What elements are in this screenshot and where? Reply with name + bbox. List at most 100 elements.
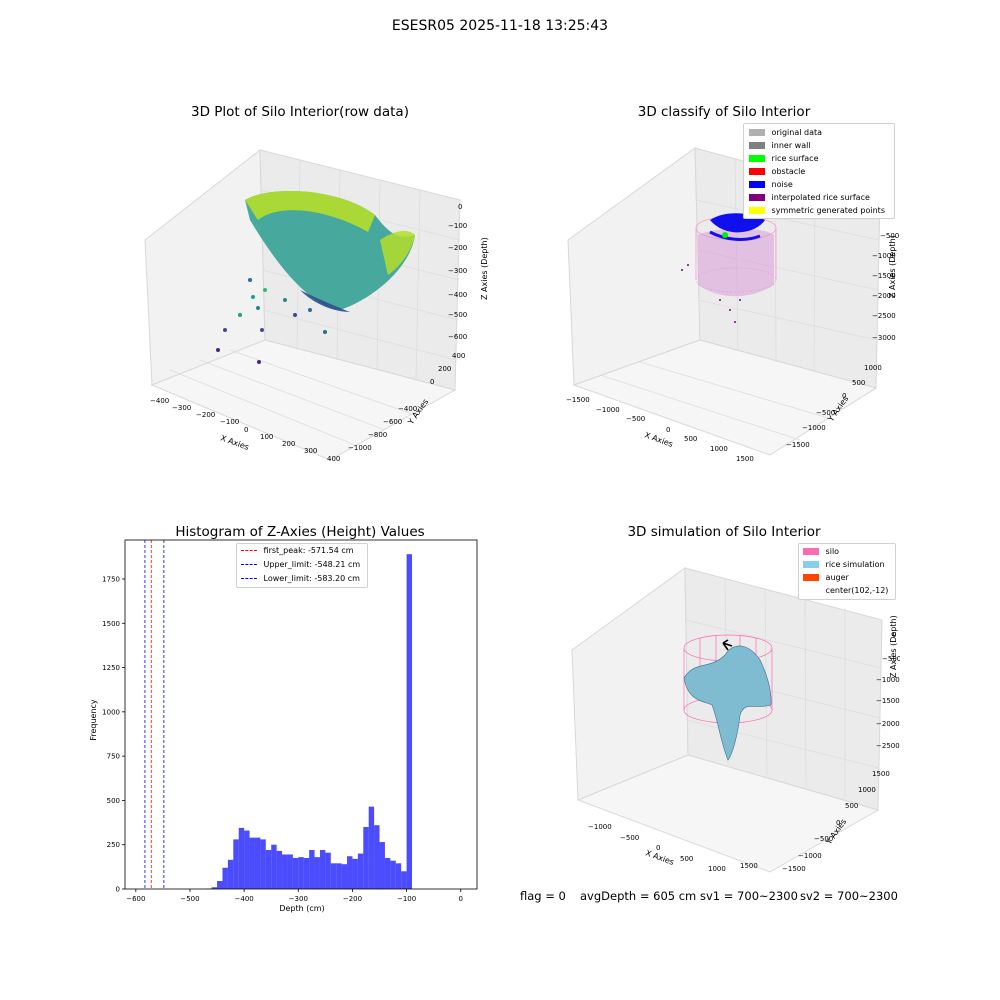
histogram-bar — [282, 854, 288, 889]
classify-legend-item: obstacle — [749, 167, 805, 176]
raw-ytick: −400 — [398, 405, 417, 413]
legend-swatch-rice-simulation — [803, 561, 819, 568]
histogram-bar — [276, 850, 283, 889]
histogram-xtick-label: −500 — [180, 895, 199, 903]
simulation-legend: silo rice simulation auger center(102,-1… — [798, 543, 896, 600]
simulation-xticks: −1000 −500 0 500 1000 1500 — [588, 823, 758, 873]
simulation-legend-item: silo — [803, 547, 839, 556]
histogram-bar — [222, 867, 228, 889]
histogram-ytick-label: 250 — [107, 841, 120, 849]
classify-ytick: −1500 — [786, 441, 810, 449]
simulation-ytick: −1000 — [798, 852, 822, 860]
simulation-xtick: 0 — [656, 844, 660, 852]
classify-ztick: −1500 — [872, 272, 896, 280]
classify-3d-plot: −1500 −1000 −500 0 500 1000 1500 X Axies… — [566, 147, 899, 463]
histogram-legend: first_peak: -571.54 cm Upper_limit: -548… — [236, 543, 368, 588]
histogram-xtick-label: 0 — [459, 895, 463, 903]
histogram-bar — [374, 825, 380, 889]
raw-ytick: 0 — [430, 378, 434, 386]
histogram-xtick-label: −100 — [397, 895, 416, 903]
status-sv2: sv2 = 700~2300 — [800, 889, 898, 903]
status-sv1: sv1 = 700~2300 — [700, 889, 798, 903]
legend-swatch-interpolated — [749, 194, 765, 201]
histogram-bar — [319, 850, 326, 889]
raw-outlier-points — [216, 278, 327, 364]
status-avg-depth: avgDepth = 605 cm — [580, 889, 697, 903]
classify-zlabel: Z Axies (Depth) — [888, 235, 897, 298]
raw-ztick: −200 — [448, 244, 467, 252]
raw-ytick: 200 — [438, 365, 451, 373]
classify-legend-item: rice surface — [749, 154, 819, 163]
histogram-ylabel: Frequency — [89, 699, 98, 741]
interpolated-surface-points — [698, 228, 774, 297]
classify-legend: original data inner wall rice surface ob… — [743, 123, 895, 219]
classify-legend-item: noise — [749, 180, 793, 189]
legend-line-lower-limit — [241, 578, 257, 579]
classify-xtick: 0 — [666, 426, 670, 434]
histogram-bar — [217, 881, 223, 889]
legend-line-upper-limit — [241, 564, 257, 565]
histogram-bar — [368, 806, 375, 889]
raw-ytick: −600 — [383, 418, 402, 426]
legend-swatch-original-data — [749, 129, 765, 136]
histogram-axes-frame — [124, 539, 478, 890]
histogram-bar — [314, 857, 320, 889]
classify-ytick: −500 — [816, 409, 835, 417]
classify-legend-label: obstacle — [771, 167, 806, 176]
classify-legend-label: inner wall — [771, 141, 811, 150]
histogram-bar — [352, 858, 358, 889]
histogram-bar — [265, 850, 272, 889]
classify-legend-item: inner wall — [749, 141, 811, 150]
classify-xticks: −1500 −1000 −500 0 500 1000 1500 — [566, 396, 754, 463]
raw-surface-cloud-upper — [245, 191, 375, 232]
histogram-ytick-label: 1500 — [102, 620, 120, 628]
histogram-bar — [406, 554, 413, 889]
raw-xtick: −200 — [196, 411, 215, 419]
legend-line-first-peak — [241, 550, 257, 551]
histogram-bar — [395, 863, 402, 889]
raw-xtick: −400 — [150, 397, 169, 405]
histogram-bar — [357, 853, 364, 889]
classify-ztick: −2500 — [872, 312, 896, 320]
histogram-bar — [260, 839, 266, 889]
legend-swatch-obstacle — [749, 168, 765, 175]
histogram-reference-lines — [144, 540, 165, 889]
histogram-bar — [249, 837, 255, 889]
classify-legend-item: symmetric generated points — [749, 206, 885, 215]
classify-ztick: −3000 — [872, 334, 896, 342]
histogram-bar — [379, 842, 385, 889]
simulation-ztick: −2000 — [876, 720, 900, 728]
simulation-legend-item: rice simulation — [803, 560, 885, 569]
raw-ztick: −400 — [448, 291, 467, 299]
histogram-bar — [238, 827, 245, 889]
histogram-bar — [336, 863, 342, 889]
classify-plot-title: 3D classify of Silo Interior — [637, 104, 811, 120]
simulation-3d-plot: −1000 −500 0 500 1000 1500 X Axies 1500 … — [571, 567, 900, 873]
simulation-ztick: 0 — [892, 631, 896, 639]
histogram-xlabel: Depth (cm) — [279, 904, 324, 913]
raw-ytick: 400 — [452, 352, 465, 360]
raw-xtick: 200 — [282, 440, 295, 448]
simulation-ytick: −500 — [814, 835, 833, 843]
classify-ytick: 500 — [852, 379, 865, 387]
simulation-ytick: 1500 — [872, 770, 890, 778]
classify-ztick: −1000 — [872, 252, 896, 260]
histogram-ytick-label: 0 — [116, 886, 120, 894]
classify-zticks: −500 −1000 −1500 −2000 −2500 −3000 — [872, 232, 899, 342]
histogram-x-ticks: −600 −500 −400 −300 −200 −100 0 — [126, 889, 463, 903]
classify-legend-item: original data — [749, 128, 822, 137]
histogram-title: Histogram of Z-Axies (Height) Values — [175, 524, 425, 540]
classify-ztick: −2000 — [872, 292, 896, 300]
histogram-bar — [341, 864, 348, 889]
classify-xtick: −1500 — [566, 396, 590, 404]
histogram-bar — [227, 859, 234, 889]
histogram-bar — [401, 871, 407, 889]
histogram-bar — [233, 839, 239, 889]
simulation-ztick: −500 — [882, 655, 900, 663]
histogram-bar — [292, 857, 299, 889]
histogram-bar — [309, 850, 315, 889]
simulation-ytick: 0 — [836, 819, 840, 827]
histogram-legend-label: first_peak: -571.54 cm — [263, 546, 354, 555]
histogram-xtick-label: −600 — [126, 895, 145, 903]
legend-swatch-inner-wall — [749, 142, 765, 149]
